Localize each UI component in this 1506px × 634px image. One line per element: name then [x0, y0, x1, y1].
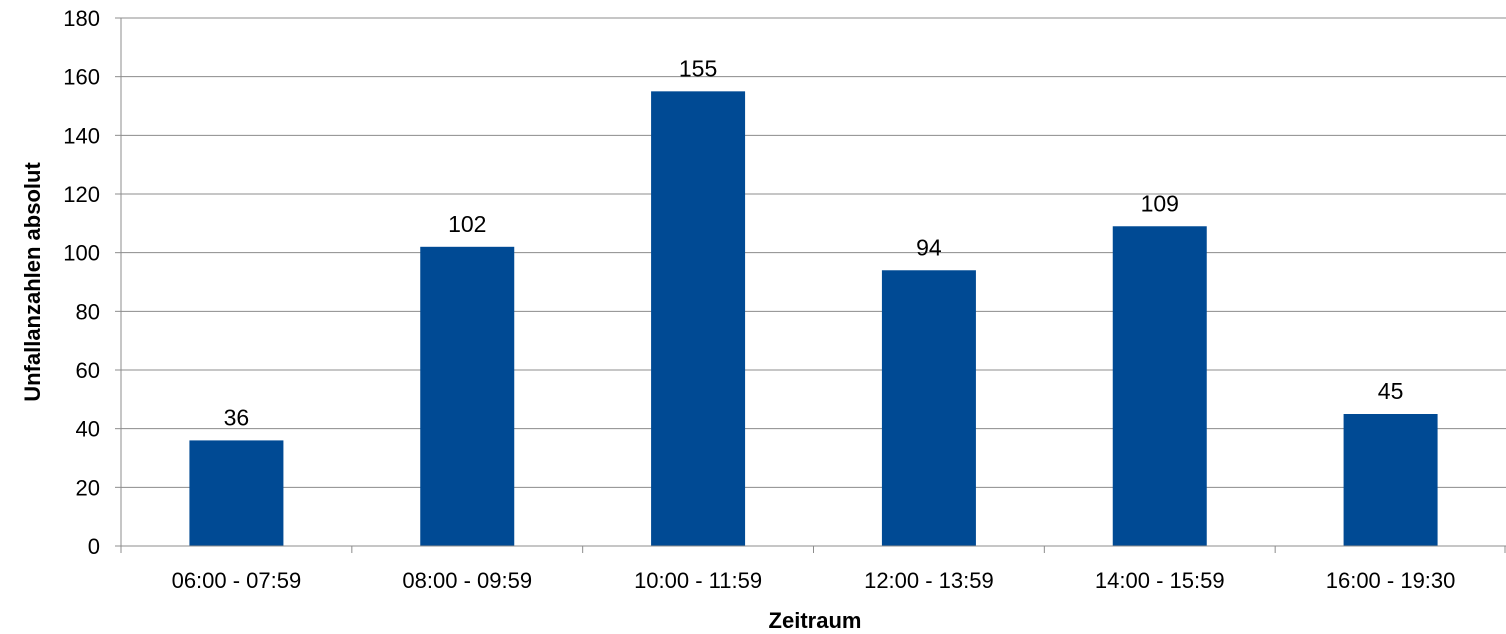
x-tick-label: 16:00 - 19:30	[1326, 568, 1456, 593]
y-tick-label: 120	[63, 182, 100, 207]
bar	[1112, 226, 1207, 546]
y-tick-label: 0	[88, 534, 100, 559]
gridlines	[121, 17, 1506, 547]
y-axis-title: Unfallanzahlen absolut	[20, 162, 45, 402]
x-tick-label: 14:00 - 15:59	[1095, 568, 1225, 593]
x-axis: 06:00 - 07:59 08:00 - 09:59 10:00 - 11:59 1…	[120, 545, 1506, 593]
data-label: 36	[224, 404, 250, 430]
x-tick-label: 06:00 - 07:59	[172, 568, 302, 593]
y-tick-label: 80	[76, 299, 100, 324]
data-label: 155	[679, 55, 717, 81]
x-tick-label: 10:00 - 11:59	[634, 568, 762, 593]
data-label: 102	[448, 211, 486, 237]
y-tick-label: 100	[63, 241, 100, 266]
x-tick-label: 12:00 - 13:59	[864, 568, 994, 593]
y-tick-label: 180	[63, 6, 100, 31]
y-tick-label: 40	[76, 417, 100, 442]
x-axis-title: Zeitraum	[769, 608, 862, 633]
bars	[189, 91, 1438, 547]
bar	[651, 91, 746, 546]
y-tick-label: 20	[76, 475, 100, 500]
data-label: 109	[1141, 190, 1179, 216]
bar	[881, 270, 976, 546]
data-label: 94	[916, 234, 942, 260]
data-labels: 36 102 155 94 109 45	[224, 55, 1404, 430]
y-tick-label: 140	[63, 123, 100, 148]
data-label: 45	[1378, 378, 1404, 404]
x-tick-label: 08:00 - 09:59	[402, 568, 532, 593]
y-axis-ticks: 0 20 40 60 80 100 120 140 160 180	[63, 6, 122, 559]
y-tick-label: 160	[63, 65, 100, 90]
bar	[420, 246, 515, 547]
bar	[1343, 414, 1438, 546]
bar	[189, 440, 284, 546]
y-tick-label: 60	[76, 358, 100, 383]
